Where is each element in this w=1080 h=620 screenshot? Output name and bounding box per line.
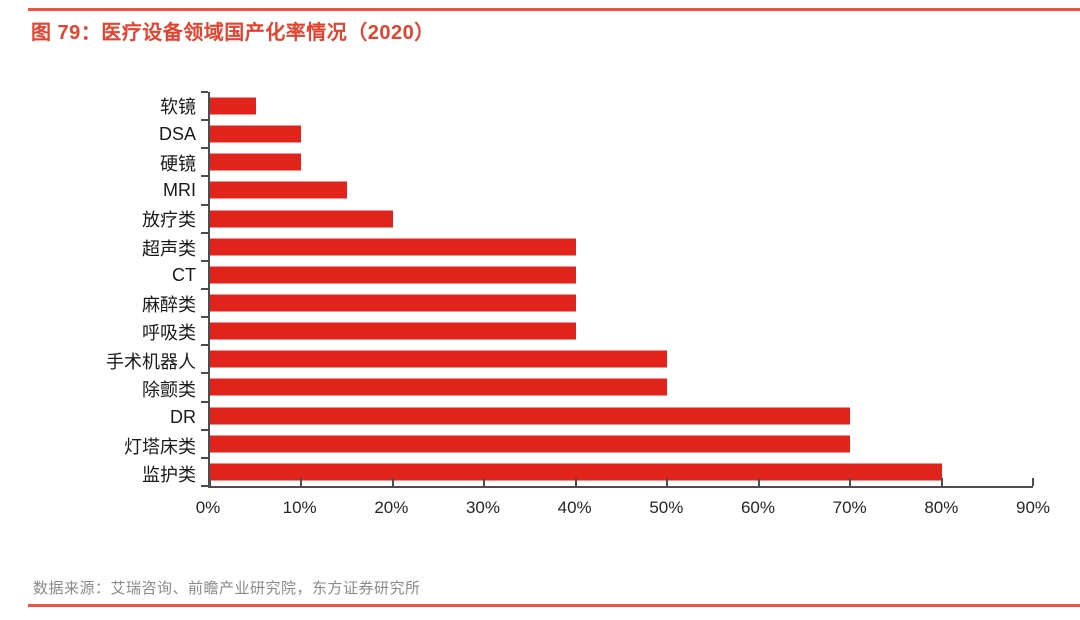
x-axis-tick (849, 478, 852, 486)
bar-row (210, 261, 1033, 289)
x-axis-tick (574, 478, 577, 486)
x-axis-tick (757, 478, 760, 486)
bar-row (210, 92, 1033, 120)
bar-row (210, 148, 1033, 176)
bar (210, 435, 851, 453)
x-tick-label: 10% (282, 498, 317, 517)
bar (210, 210, 393, 228)
y-axis-tick (201, 203, 208, 206)
bar-row (210, 373, 1033, 401)
y-axis-tick (201, 175, 208, 178)
bar (210, 238, 576, 256)
bar-row (210, 120, 1033, 148)
bar-row (210, 345, 1033, 373)
bottom-divider-line (28, 604, 1080, 607)
y-axis-tick (201, 288, 208, 290)
category-labels: 软镜 DSA 硬镜 MRI 放疗类超声类 CT 麻醉类呼吸类手术机器人除颤类 DR 灯塔床类监护… (0, 92, 196, 488)
category-label: 灯塔床类 (124, 436, 196, 457)
bar-row (210, 317, 1033, 345)
category-label: MRI (163, 180, 196, 201)
bar (210, 407, 851, 425)
category-label: 除颤类 (142, 379, 196, 400)
bar-row (210, 176, 1033, 204)
source-note: 数据来源：艾瑞咨询、前瞻产业研究院，东方证券研究所 (33, 580, 421, 597)
top-divider-line (28, 8, 1080, 11)
x-tick-label: 50% (649, 498, 684, 517)
x-axis-tick (483, 478, 486, 486)
bar (210, 181, 348, 199)
x-axis-tick (1032, 478, 1034, 486)
x-tick-label: 80% (924, 498, 959, 517)
x-tick-label: 60% (740, 498, 775, 517)
category-label: 手术机器人 (106, 351, 196, 372)
x-axis-tick (300, 478, 303, 486)
y-axis-tick (201, 259, 208, 262)
category-label: DSA (158, 123, 196, 144)
y-axis-tick (201, 344, 208, 347)
bar (210, 463, 942, 481)
x-tick-label: 70% (832, 498, 867, 517)
y-axis-tick (201, 428, 208, 431)
plot-area (201, 91, 1034, 488)
x-tick-label: 20% (374, 498, 409, 517)
figure-title: 图 79：医疗设备领域国产化率情况（2020） (31, 22, 435, 44)
x-axis-tick (666, 478, 669, 486)
category-label: 软镜 (160, 97, 196, 118)
category-label: 超声类 (142, 238, 196, 259)
y-axis-tick (201, 485, 208, 487)
category-label: 放疗类 (142, 210, 196, 231)
category-label: 麻醉类 (142, 295, 196, 316)
bar (210, 294, 576, 312)
bar (210, 350, 668, 368)
y-axis-tick (201, 231, 208, 234)
y-axis-tick (201, 456, 208, 459)
bar-row (210, 430, 1033, 458)
x-tick-label: 40% (557, 498, 592, 517)
x-tick-label: 0% (195, 498, 221, 517)
category-label: CT (172, 265, 196, 286)
bar (210, 322, 576, 340)
bar (210, 153, 302, 171)
x-tick-label: 90% (1015, 498, 1051, 517)
bar (210, 125, 302, 143)
category-label: 监护类 (142, 464, 196, 485)
y-axis-tick (201, 119, 208, 122)
bar (210, 97, 256, 115)
category-label: DR (170, 406, 196, 427)
category-label: 呼吸类 (142, 323, 196, 344)
x-tick-label: 30% (465, 498, 500, 517)
x-axis-tick (391, 478, 394, 486)
x-axis-labels: 0% 10% 20% 30% 40% 50% 60% 70% 80% 90% (196, 498, 1050, 522)
bar-row (210, 289, 1033, 317)
y-axis-tick (201, 91, 208, 93)
bar-row (210, 205, 1033, 233)
y-axis-tick (201, 372, 208, 375)
bar-row (210, 458, 1033, 486)
y-axis-tick (201, 147, 208, 150)
bar-row (210, 402, 1033, 430)
category-label: 硬镜 (160, 153, 196, 174)
x-axis-tick (209, 478, 211, 486)
bar (210, 378, 668, 396)
y-axis-tick (201, 316, 208, 319)
bar-row (210, 233, 1033, 261)
y-axis-tick (201, 400, 208, 403)
x-axis-tick (940, 478, 943, 486)
bar (210, 266, 576, 284)
